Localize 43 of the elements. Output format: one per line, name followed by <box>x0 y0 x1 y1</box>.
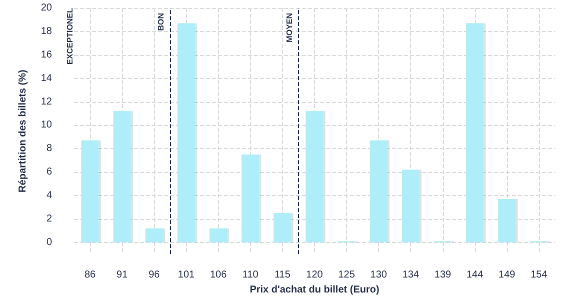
x-tick-label: 154 <box>530 270 548 281</box>
x-tick-label: 144 <box>466 270 484 281</box>
x-tick-label: 139 <box>434 270 452 281</box>
x-tick-label: 101 <box>178 270 196 281</box>
y-tick-label: 10 <box>40 120 52 131</box>
bar <box>145 228 163 242</box>
y-tick-label: 6 <box>46 166 52 178</box>
y-tick-label: 14 <box>40 72 52 84</box>
y-tick-label: 16 <box>40 49 52 60</box>
bar <box>81 140 99 242</box>
bar <box>209 228 228 242</box>
y-tick-label: 12 <box>40 96 52 108</box>
bar <box>402 170 420 242</box>
x-tick-label: 120 <box>306 270 324 281</box>
y-tick-label: 20 <box>40 2 52 14</box>
bar <box>177 23 196 242</box>
bar <box>370 140 388 242</box>
annotation: BON <box>156 12 166 31</box>
x-tick-label: 96 <box>148 270 160 281</box>
bar <box>113 111 131 242</box>
y-tick-label: 4 <box>46 190 52 202</box>
y-axis-title: Répartition des billets (%) <box>18 70 28 192</box>
y-tick-label: 18 <box>40 26 52 37</box>
bar <box>242 154 260 242</box>
bar <box>498 199 516 242</box>
x-tick-label: 106 <box>210 270 228 281</box>
bar <box>466 23 484 242</box>
annotation: MOYEN <box>284 12 294 42</box>
x-tick-label: 149 <box>498 270 516 281</box>
bar <box>274 213 292 242</box>
x-tick-label: 115 <box>274 270 291 281</box>
y-tick-label: 2 <box>46 213 52 224</box>
x-tick-label: 125 <box>338 270 356 281</box>
x-tick-label: 130 <box>370 270 388 281</box>
y-tick-label: 8 <box>46 143 52 154</box>
x-tick-label: 134 <box>402 270 420 281</box>
x-tick-label: 110 <box>242 270 259 281</box>
x-tick-label: 91 <box>116 270 128 281</box>
x-axis-title: Prix d'achat du billet (Euro) <box>250 284 380 296</box>
x-tick-label: 86 <box>84 270 96 281</box>
bar <box>306 111 324 242</box>
annotation: EXCEPTIONEL <box>66 8 74 64</box>
y-tick-label: 0 <box>46 236 52 248</box>
